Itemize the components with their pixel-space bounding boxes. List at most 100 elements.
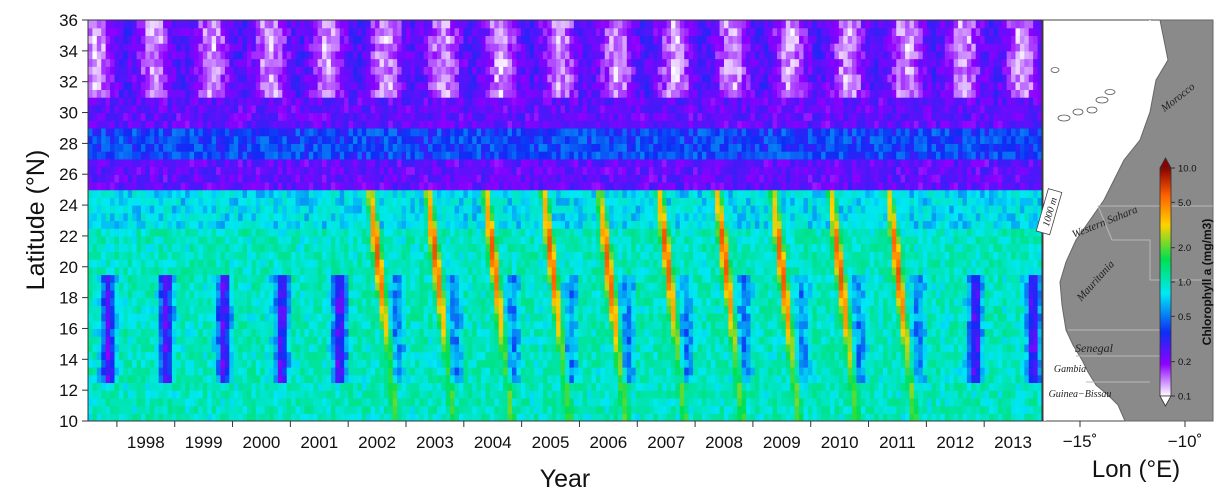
heatmap-cell — [194, 143, 200, 152]
heatmap-cell — [158, 27, 164, 37]
heatmap-cell — [158, 135, 164, 144]
heatmap-cell — [353, 274, 359, 283]
heatmap-cell — [198, 320, 204, 330]
heatmap-cell — [494, 205, 500, 214]
heatmap-cell — [361, 367, 367, 376]
heatmap-cell — [194, 289, 200, 299]
heatmap-cell — [472, 89, 478, 98]
heatmap-cell — [167, 205, 173, 214]
heatmap-cell — [379, 174, 385, 183]
heatmap-cell — [459, 35, 465, 44]
heatmap-cell — [445, 127, 451, 137]
heatmap-cell — [101, 174, 107, 183]
heatmap-cell — [357, 43, 363, 52]
heatmap-cell — [277, 135, 283, 144]
heatmap-cell — [167, 266, 173, 276]
heatmap-cell — [176, 27, 182, 37]
heatmap-cell — [498, 351, 504, 360]
heatmap-cell — [277, 359, 283, 368]
heatmap-cell — [503, 374, 509, 384]
heatmap-cell — [353, 305, 359, 314]
heatmap-cell — [260, 274, 266, 283]
heatmap-cell — [300, 228, 306, 237]
heatmap-cell — [463, 235, 469, 245]
heatmap-cell — [304, 43, 310, 52]
heatmap-cell — [308, 351, 314, 360]
heatmap-cell — [366, 390, 372, 399]
heatmap-cell — [463, 212, 469, 222]
heatmap-cell — [145, 50, 151, 60]
heatmap-cell — [330, 58, 336, 67]
heatmap-cell — [180, 112, 186, 121]
heatmap-cell — [432, 189, 438, 198]
heatmap-cell — [171, 35, 177, 44]
heatmap-cell — [211, 282, 217, 291]
heatmap-cell — [110, 135, 116, 144]
heatmap-cell — [472, 313, 478, 322]
heatmap-cell — [326, 351, 332, 360]
heatmap-cell — [344, 158, 350, 168]
heatmap-cell — [132, 336, 138, 345]
heatmap-cell — [494, 266, 500, 276]
heatmap-cell — [419, 35, 425, 44]
heatmap-cell — [428, 35, 434, 44]
heatmap-cell — [353, 413, 359, 421]
heatmap-cell — [220, 181, 226, 191]
heatmap-cell — [101, 390, 107, 399]
heatmap-cell — [251, 174, 257, 183]
heatmap-cell — [145, 127, 151, 137]
heatmap-cell — [273, 89, 279, 98]
heatmap-cell — [419, 336, 425, 345]
heatmap-cell — [326, 390, 332, 399]
heatmap-cell — [344, 359, 350, 368]
heatmap-cell — [467, 367, 473, 376]
heatmap-cell — [264, 413, 270, 421]
heatmap-cell — [149, 274, 155, 283]
heatmap-cell — [255, 197, 261, 206]
heatmap-cell — [370, 297, 376, 306]
heatmap-cell — [472, 220, 478, 229]
heatmap-cell — [414, 297, 420, 306]
heatmap-cell — [96, 343, 102, 353]
heatmap-cell — [198, 104, 204, 114]
heatmap-cell — [467, 313, 473, 322]
heatmap-cell — [132, 343, 138, 353]
heatmap-cell — [127, 174, 133, 183]
heatmap-cell — [348, 104, 354, 114]
heatmap-cell — [503, 27, 509, 37]
heatmap-cell — [498, 243, 504, 252]
heatmap-cell — [251, 313, 257, 322]
heatmap-cell — [428, 251, 434, 260]
heatmap-cell — [101, 359, 107, 368]
heatmap-cell — [291, 243, 297, 252]
heatmap-cell — [361, 35, 367, 44]
heatmap-cell — [476, 289, 482, 299]
heatmap-cell — [432, 305, 438, 314]
heatmap-cell — [414, 413, 420, 421]
heatmap-cell — [445, 89, 451, 98]
heatmap-cell — [247, 20, 253, 29]
heatmap-cell — [467, 81, 473, 90]
heatmap-cell — [295, 158, 301, 168]
heatmap-cell — [406, 35, 412, 44]
heatmap-cell — [149, 251, 155, 260]
heatmap-cell — [132, 73, 138, 83]
heatmap-cell — [229, 73, 235, 83]
heatmap-cell — [158, 50, 164, 60]
heatmap-cell — [335, 81, 341, 90]
heatmap-cell — [485, 313, 491, 322]
heatmap-cell — [401, 243, 407, 252]
heatmap-cell — [132, 212, 138, 222]
heatmap-cell — [344, 73, 350, 83]
heatmap-cell — [96, 20, 102, 29]
heatmap-cell — [441, 174, 447, 183]
heatmap-cell — [255, 405, 261, 414]
heatmap-cell — [335, 351, 341, 360]
heatmap-cell — [105, 58, 111, 67]
heatmap-cell — [110, 359, 116, 368]
heatmap-cell — [216, 328, 222, 337]
heatmap-cell — [202, 382, 208, 391]
heatmap-cell — [392, 43, 398, 52]
heatmap-cell — [216, 320, 222, 330]
heatmap-cell — [224, 89, 230, 98]
